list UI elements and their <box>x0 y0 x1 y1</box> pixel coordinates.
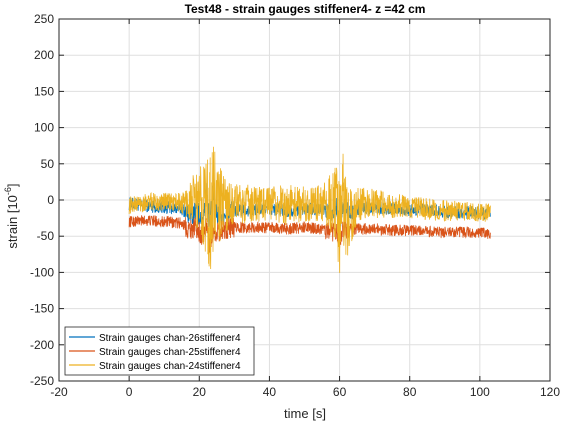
y-tick-label: 150 <box>34 84 54 98</box>
y-tick-label: 200 <box>34 48 54 62</box>
y-tick-label: -150 <box>30 302 54 316</box>
y-axis-label-base: strain [10 <box>5 195 20 248</box>
y-axis-label-tail: ] <box>5 183 20 187</box>
legend-box <box>64 326 255 376</box>
x-tick-label: 20 <box>193 385 207 399</box>
series-line <box>128 215 491 253</box>
x-tick-label: 100 <box>470 385 490 399</box>
legend-label: Strain gauges chan-25stiffener4 <box>99 347 241 358</box>
y-axis-label-exponent: -6 <box>3 187 13 195</box>
x-tick-label: 60 <box>333 385 347 399</box>
chart-title: Test48 - strain gauges stiffener4- z =42… <box>185 2 426 16</box>
y-tick-label: -50 <box>37 229 55 243</box>
y-tick-label: 100 <box>34 121 54 135</box>
x-tick-label: 80 <box>403 385 417 399</box>
x-tick-label: 120 <box>540 385 560 399</box>
x-tick-label: 0 <box>126 385 133 399</box>
x-axis-label: time [s] <box>284 406 326 421</box>
plot-area: -20 0 20 40 60 80 100 120-250-200-150-100-50050… <box>30 12 560 399</box>
series-line <box>128 146 491 273</box>
legend-label: Strain gauges chan-26stiffener4 <box>99 333 241 344</box>
y-tick-label: 250 <box>34 12 54 26</box>
legend: Strain gauges chan-26stiffener4 Strain ga… <box>64 326 255 376</box>
series-group <box>128 146 491 273</box>
y-tick-label: -200 <box>30 338 54 352</box>
y-tick-label: -250 <box>30 374 54 388</box>
y-tick-label: -100 <box>30 265 54 279</box>
y-tick-label: 50 <box>41 157 55 171</box>
legend-label: Strain gauges chan-24stiffener4 <box>99 361 241 372</box>
x-tick-label: 40 <box>263 385 277 399</box>
x-tick-label: -20 <box>50 385 68 399</box>
y-tick-label: 0 <box>47 193 54 207</box>
y-axis-label: strain [10-6] <box>3 183 20 248</box>
